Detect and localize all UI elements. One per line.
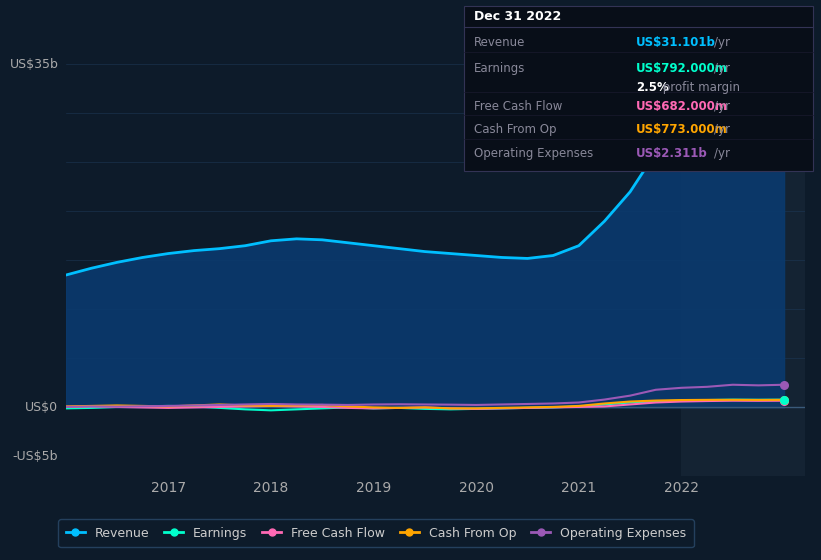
- Point: [777, 395, 791, 404]
- Legend: Revenue, Earnings, Free Cash Flow, Cash From Op, Operating Expenses: Revenue, Earnings, Free Cash Flow, Cash …: [58, 519, 694, 547]
- Point: [777, 395, 791, 404]
- Text: US$35b: US$35b: [9, 58, 58, 71]
- Bar: [681, 45, 805, 476]
- Text: US$31.101b: US$31.101b: [636, 36, 716, 49]
- Text: US$2.311b: US$2.311b: [636, 147, 708, 160]
- Text: profit margin: profit margin: [659, 81, 741, 94]
- Point: [777, 380, 791, 389]
- Text: 2.5%: 2.5%: [636, 81, 669, 94]
- Text: US$682.000m: US$682.000m: [636, 100, 728, 113]
- Text: Operating Expenses: Operating Expenses: [474, 147, 593, 160]
- Text: Earnings: Earnings: [474, 62, 525, 74]
- Text: /yr: /yr: [714, 62, 730, 74]
- Text: -US$5b: -US$5b: [13, 450, 58, 463]
- Point: [777, 98, 791, 107]
- Text: US$0: US$0: [25, 401, 58, 414]
- Point: [777, 396, 791, 405]
- Text: US$773.000m: US$773.000m: [636, 123, 728, 136]
- Text: /yr: /yr: [714, 100, 730, 113]
- Text: Dec 31 2022: Dec 31 2022: [474, 10, 561, 23]
- Text: Revenue: Revenue: [474, 36, 525, 49]
- Text: /yr: /yr: [714, 123, 730, 136]
- Text: /yr: /yr: [714, 147, 730, 160]
- Text: US$792.000m: US$792.000m: [636, 62, 728, 74]
- Text: Cash From Op: Cash From Op: [474, 123, 556, 136]
- Text: /yr: /yr: [714, 36, 730, 49]
- Text: Free Cash Flow: Free Cash Flow: [474, 100, 562, 113]
